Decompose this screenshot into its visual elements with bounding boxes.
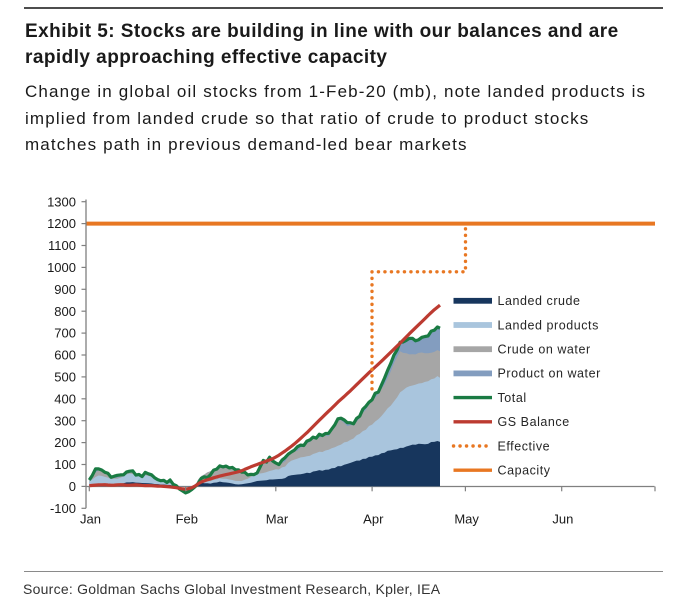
svg-text:Effective: Effective — [498, 439, 551, 453]
svg-text:Landed products: Landed products — [498, 318, 599, 332]
svg-text:Crude on water: Crude on water — [498, 343, 591, 357]
svg-text:800: 800 — [54, 304, 76, 319]
svg-text:900: 900 — [54, 282, 76, 297]
svg-text:500: 500 — [54, 370, 76, 385]
svg-text:1000: 1000 — [47, 260, 76, 275]
svg-text:Feb: Feb — [176, 512, 198, 527]
svg-text:-100: -100 — [50, 501, 76, 516]
svg-text:Capacity: Capacity — [498, 464, 551, 478]
svg-text:GS Balance: GS Balance — [498, 415, 570, 429]
svg-text:100: 100 — [54, 457, 76, 472]
svg-text:Landed crude: Landed crude — [498, 294, 581, 308]
svg-text:400: 400 — [54, 391, 76, 406]
svg-text:Jun: Jun — [552, 512, 573, 527]
svg-text:200: 200 — [54, 435, 76, 450]
svg-text:700: 700 — [54, 326, 76, 341]
svg-text:1100: 1100 — [48, 238, 76, 253]
svg-text:May: May — [454, 512, 479, 527]
svg-text:1200: 1200 — [47, 216, 76, 231]
svg-text:0: 0 — [69, 479, 76, 494]
svg-text:Apr: Apr — [363, 512, 384, 527]
svg-text:1300: 1300 — [47, 194, 76, 209]
svg-text:Jan: Jan — [80, 512, 101, 527]
svg-text:Product on water: Product on water — [498, 367, 601, 381]
svg-text:600: 600 — [54, 348, 76, 363]
svg-text:300: 300 — [54, 413, 76, 428]
svg-text:Mar: Mar — [266, 512, 289, 527]
svg-text:Total: Total — [498, 391, 527, 405]
